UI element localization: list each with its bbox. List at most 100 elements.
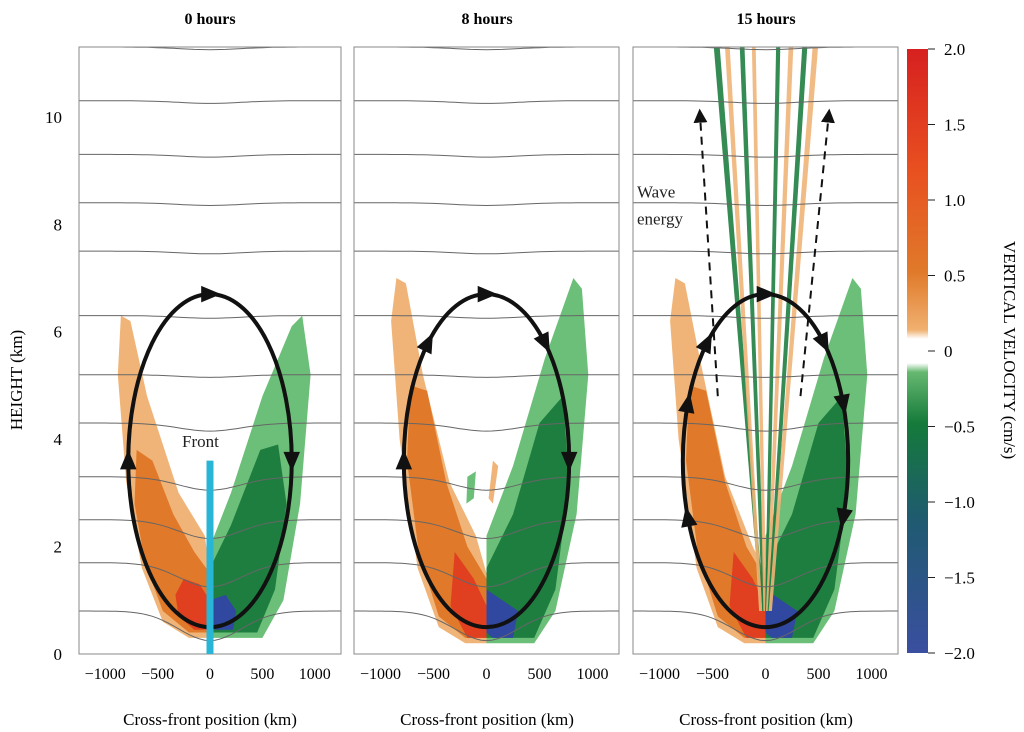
- x-tick-label: −1000: [360, 666, 401, 683]
- x-tick-label: 500: [807, 666, 831, 683]
- wave-energy-arrow: [799, 108, 835, 397]
- isentrope-line: [354, 562, 619, 588]
- colorbar: 2.0 1.5 1.0 0.5 0 −0.5 −1.0 −1.5 −2.0: [907, 40, 975, 663]
- colorbar-scale: [907, 49, 928, 653]
- isentrope-line: [79, 202, 341, 207]
- panel-frame: [632, 46, 899, 655]
- x-tick-labels: −1000 −500 0 500 1000: [639, 666, 888, 683]
- y-axis: 0 2 4 6 8 10: [45, 108, 63, 664]
- velocity-region: [488, 460, 499, 504]
- colorbar-tick-label: −2.0: [944, 644, 975, 663]
- velocity-region: [466, 471, 476, 504]
- panel-15-hours: Wave energy 15 hours −1000 −500 0 500 1000 Cr…: [632, 11, 899, 729]
- colorbar-tick-label: 1.0: [944, 191, 965, 210]
- isentrope-line: [633, 562, 898, 588]
- velocity-region: [765, 396, 849, 638]
- colorbar-tick-label: −1.0: [944, 493, 975, 512]
- circulation-arrow: [395, 449, 413, 470]
- x-tick-label: 0: [483, 666, 491, 683]
- isentrope-line: [633, 610, 898, 642]
- colorbar-tick-labels: 2.0 1.5 1.0 0.5 0 −0.5 −1.0 −1.5 −2.0: [928, 40, 975, 663]
- isentrope-lines: [354, 47, 619, 642]
- circulation-arrow: [477, 285, 498, 303]
- x-tick-label: −1000: [639, 666, 680, 683]
- circulation-overlay: Front: [120, 285, 300, 654]
- x-axis-label: Cross-front position (km): [679, 710, 853, 729]
- wave-beam: [751, 47, 767, 611]
- velocity-region: [210, 444, 287, 633]
- x-tick-label: 1000: [577, 666, 609, 683]
- velocity-region: [486, 396, 570, 638]
- isentrope-line: [79, 153, 341, 158]
- x-tick-label: 0: [206, 666, 214, 683]
- isentrope-line: [79, 422, 341, 432]
- y-tick-label: 6: [54, 323, 63, 342]
- circulation-arrow: [836, 507, 853, 529]
- x-tick-label: −500: [417, 666, 450, 683]
- x-tick-label: 500: [528, 666, 552, 683]
- isentrope-line: [633, 202, 898, 207]
- wave-energy-label: Wave: [637, 182, 675, 201]
- colorbar-tick-label: 2.0: [944, 40, 965, 59]
- colorbar-label: VERTICAL VELOCITY (cm/s): [1000, 241, 1019, 459]
- circulation-arrow: [120, 449, 137, 470]
- x-tick-label: −1000: [85, 666, 126, 683]
- circulation-arrow: [756, 285, 777, 303]
- panel-title: 15 hours: [736, 11, 795, 28]
- isentrope-line: [79, 100, 341, 104]
- circulation-arrow: [678, 392, 695, 414]
- isentrope-line: [633, 315, 898, 319]
- isentrope-line: [633, 476, 898, 491]
- circulation-arrow: [560, 451, 578, 472]
- panel-title: 8 hours: [461, 11, 512, 28]
- isentrope-line: [79, 374, 341, 378]
- colorbar-tick-label: −1.5: [944, 569, 975, 588]
- x-tick-label: −500: [141, 666, 174, 683]
- wave-beam: [767, 47, 808, 611]
- isentrope-line: [354, 519, 619, 540]
- x-tick-labels: −1000 −500 0 500 1000: [360, 666, 609, 683]
- circulation-arrow: [283, 451, 300, 472]
- wave-beam: [766, 47, 794, 611]
- panel-8-hours: 8 hours −1000 −500 0 500 1000 Cross-front po…: [353, 11, 620, 729]
- colorbar-tick-label: −0.5: [944, 418, 975, 437]
- circulation-arrow: [201, 285, 221, 303]
- isentrope-line: [633, 250, 898, 255]
- y-tick-label: 8: [54, 215, 63, 234]
- isentrope-line: [633, 422, 898, 432]
- front-label: Front: [182, 432, 219, 451]
- circulation-arrow: [695, 333, 712, 355]
- panel-frame: [353, 46, 620, 655]
- isentrope-line: [354, 100, 619, 104]
- isentrope-line: [354, 610, 619, 642]
- circulation-arrow: [416, 333, 433, 355]
- circulation-overlay: Wave energy: [637, 108, 853, 630]
- panel-title: 0 hours: [184, 11, 235, 28]
- y-tick-label: 10: [45, 108, 62, 127]
- colorbar-tick-label: 0: [944, 342, 953, 361]
- wave-beam: [768, 47, 819, 611]
- isentrope-line: [354, 374, 619, 378]
- front-marker: [206, 460, 214, 654]
- isentrope-line: [354, 315, 619, 319]
- x-tick-label: 0: [762, 666, 770, 683]
- panel-0-hours: Front 0 hours −1000 −500 0 500 1000 Cross-fr…: [78, 11, 342, 729]
- x-tick-label: −500: [696, 666, 729, 683]
- x-tick-label: 1000: [299, 666, 331, 683]
- colorbar-tick-label: 0.5: [944, 267, 965, 286]
- y-axis-label: HEIGHT (km): [7, 330, 26, 430]
- circulation-arrow: [812, 331, 829, 353]
- x-tick-label: 1000: [856, 666, 888, 683]
- wave-beam: [765, 47, 781, 611]
- wave-beam: [739, 47, 766, 611]
- x-axis-label: Cross-front position (km): [400, 710, 574, 729]
- isentrope-line: [354, 202, 619, 207]
- isentrope-line: [633, 153, 898, 158]
- isentrope-line: [633, 374, 898, 378]
- isentrope-line: [354, 422, 619, 432]
- isentrope-line: [354, 476, 619, 491]
- circulation-arrow: [533, 331, 550, 353]
- circulation-arrow: [833, 393, 850, 415]
- x-tick-labels: −1000 −500 0 500 1000: [85, 666, 331, 683]
